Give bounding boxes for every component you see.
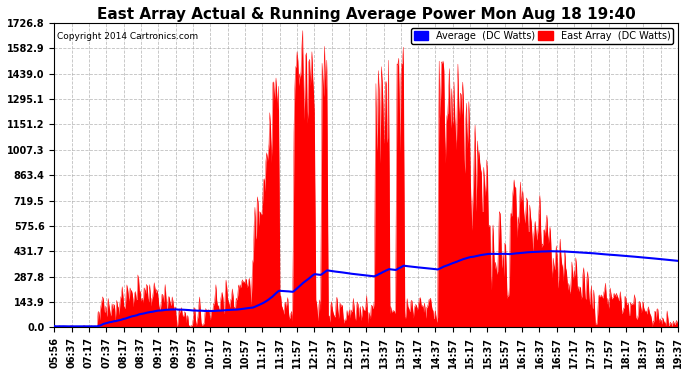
Legend: Average  (DC Watts), East Array  (DC Watts): Average (DC Watts), East Array (DC Watts… xyxy=(411,28,673,44)
Title: East Array Actual & Running Average Power Mon Aug 18 19:40: East Array Actual & Running Average Powe… xyxy=(97,7,635,22)
Text: Copyright 2014 Cartronics.com: Copyright 2014 Cartronics.com xyxy=(57,32,199,41)
